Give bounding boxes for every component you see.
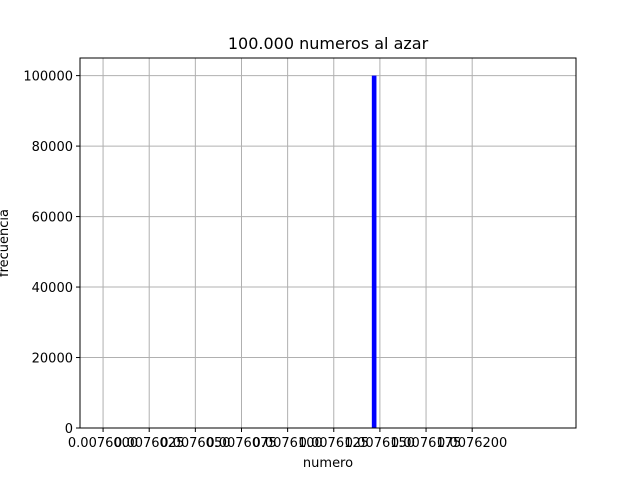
- plot-frame: [79, 57, 577, 429]
- x-tick-label: 0.0076025: [114, 436, 184, 451]
- y-tick-label: 80000: [32, 140, 73, 155]
- y-tick-label: 20000: [32, 352, 73, 367]
- y-tick-label: 100000: [23, 70, 73, 85]
- x-axis-label: numero: [303, 456, 353, 471]
- x-tick-label: 0.0076000: [68, 436, 138, 451]
- bars: [371, 75, 377, 428]
- y-tick-label: 0: [65, 422, 73, 437]
- histogram-bar: [371, 75, 377, 428]
- x-tick-label: 0.0076125: [299, 436, 369, 451]
- x-tick-label: 0.0076200: [437, 436, 507, 451]
- x-tick-label: 0.0076175: [391, 436, 461, 451]
- chart-title: 100.000 numeros al azar: [228, 34, 429, 53]
- x-tick-label: 0.0076075: [206, 436, 276, 451]
- x-tick-label: 0.0076050: [160, 436, 230, 451]
- y-tick-label: 60000: [32, 211, 73, 226]
- grid: [80, 58, 576, 429]
- x-tick-label: 0.0076150: [345, 436, 415, 451]
- ticks: 0.00760000.00760250.00760500.00760750.00…: [23, 70, 507, 451]
- y-tick-label: 40000: [32, 281, 73, 296]
- y-axis-label: frecuencia: [0, 209, 12, 277]
- x-tick-label: 0.0076100: [252, 436, 322, 451]
